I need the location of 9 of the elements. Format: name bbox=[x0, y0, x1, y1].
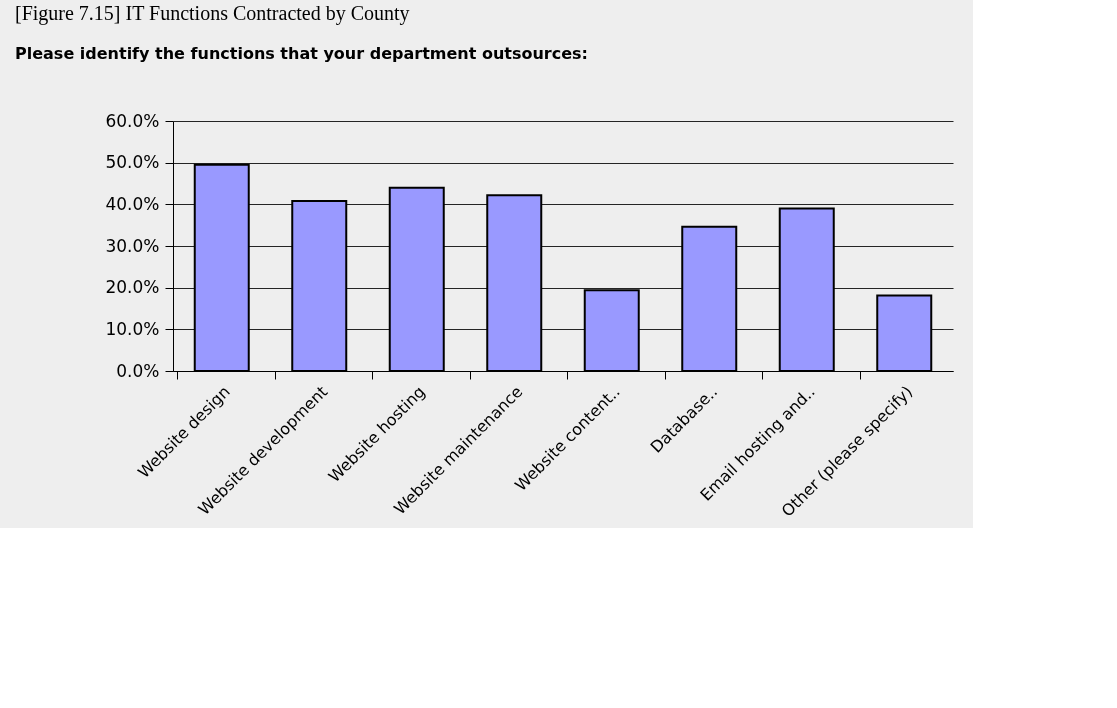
y-tick-label: 0.0% bbox=[116, 360, 160, 381]
y-tick-label: 50.0% bbox=[105, 152, 160, 173]
y-tick-label: 10.0% bbox=[105, 318, 160, 339]
y-tick-label: 30.0% bbox=[105, 235, 160, 256]
y-tick-label: 40.0% bbox=[105, 193, 160, 214]
y-tick-label: 20.0% bbox=[105, 277, 160, 298]
y-tick-label: 60.0% bbox=[105, 110, 160, 131]
text: [Figure 7.15] IT Functions Contracted by County bbox=[15, 2, 410, 25]
chart-title: Please identify the functions that your department outsources: bbox=[15, 44, 589, 63]
